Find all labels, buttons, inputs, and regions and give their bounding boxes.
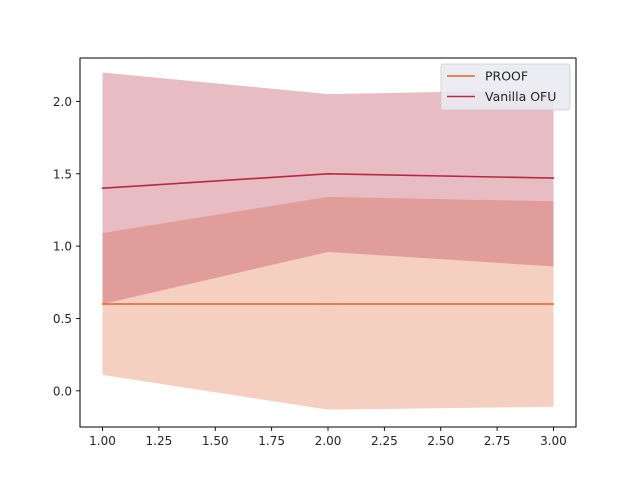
x-tick-label: 2.00 xyxy=(315,434,342,448)
x-tick-label: 2.75 xyxy=(484,434,511,448)
point-proof-2 xyxy=(327,303,329,305)
x-tick-label: 2.50 xyxy=(427,434,454,448)
point-vanilla-ofu-2 xyxy=(327,172,329,175)
y-tick-label: 0.5 xyxy=(53,312,72,326)
legend: PROOF Vanilla OFU xyxy=(440,63,571,111)
y-tick-label: 0.0 xyxy=(53,384,72,398)
x-tick-label: 1.50 xyxy=(202,434,229,448)
y-tick-label: 1.5 xyxy=(53,167,72,181)
y-tick-label: 1.0 xyxy=(53,240,72,254)
point-vanilla-ofu-1 xyxy=(101,187,104,190)
point-vanilla-ofu-3 xyxy=(552,177,555,179)
legend-label-proof: PROOF xyxy=(485,69,528,84)
y-axis: 0.0 0.5 1.0 1.5 2.0 xyxy=(53,95,80,398)
point-proof-1 xyxy=(101,303,104,305)
x-tick-label: 3.00 xyxy=(540,434,567,448)
confidence-bands xyxy=(102,72,554,410)
x-tick-label: 1.25 xyxy=(146,434,173,448)
x-axis: 1.00 1.25 1.50 1.75 2.00 2.25 2.50 2.75 3.00 xyxy=(89,427,567,448)
x-tick-label: 2.25 xyxy=(371,434,398,448)
legend-label-vanilla-ofu: Vanilla OFU xyxy=(485,89,556,104)
series-lines xyxy=(101,172,555,305)
x-tick-label: 1.75 xyxy=(258,434,285,448)
point-proof-3 xyxy=(552,303,555,305)
band-overlap xyxy=(102,196,554,304)
y-tick-label: 2.0 xyxy=(53,95,72,109)
x-tick-label: 1.00 xyxy=(89,434,116,448)
